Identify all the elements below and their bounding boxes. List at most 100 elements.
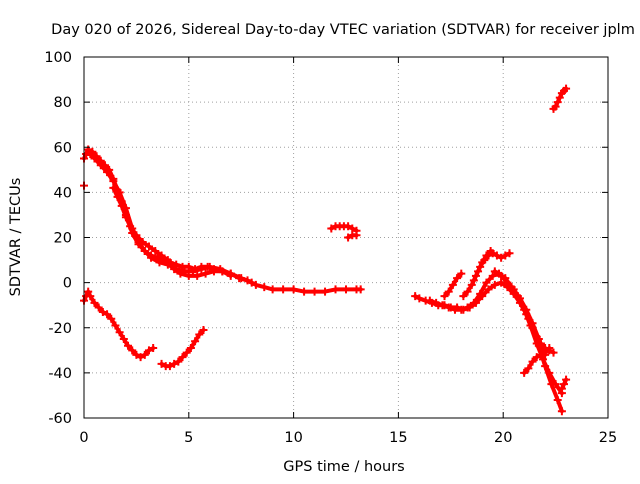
data-series xyxy=(80,84,571,416)
data-point xyxy=(184,271,193,280)
data-point xyxy=(478,258,487,267)
data-point xyxy=(545,346,554,355)
x-tick-label: 10 xyxy=(284,430,302,446)
data-point xyxy=(182,348,191,357)
data-point xyxy=(497,271,506,280)
data-point xyxy=(84,287,93,296)
data-point xyxy=(151,247,160,256)
data-point xyxy=(205,262,214,271)
data-point xyxy=(536,339,545,348)
data-point xyxy=(109,177,118,186)
data-point xyxy=(98,307,107,316)
data-point xyxy=(524,314,533,323)
data-point xyxy=(144,346,153,355)
data-point xyxy=(515,294,524,303)
data-point xyxy=(113,192,122,201)
data-point xyxy=(453,274,462,283)
data-point xyxy=(109,183,118,192)
data-point xyxy=(440,292,449,301)
data-point xyxy=(279,285,288,294)
data-point xyxy=(344,233,353,242)
data-point xyxy=(562,84,571,93)
data-point xyxy=(557,384,566,393)
data-point xyxy=(557,407,566,416)
data-point xyxy=(165,362,174,371)
y-tick-label: 80 xyxy=(54,95,72,111)
data-point xyxy=(132,350,141,359)
data-point xyxy=(476,289,485,298)
x-tick-label: 20 xyxy=(494,430,512,446)
data-point xyxy=(163,256,172,265)
data-point xyxy=(528,357,537,366)
data-point xyxy=(432,298,441,307)
data-point xyxy=(197,265,206,274)
y-tick-label: 100 xyxy=(44,50,72,66)
data-point xyxy=(528,323,537,332)
data-point xyxy=(503,278,512,287)
data-point xyxy=(444,303,453,312)
data-point xyxy=(524,364,533,373)
y-tick-label: -20 xyxy=(48,321,72,337)
data-point xyxy=(448,280,457,289)
data-point xyxy=(260,283,269,292)
data-point xyxy=(488,271,497,280)
data-point xyxy=(147,253,156,262)
data-point xyxy=(545,368,554,377)
data-point xyxy=(474,267,483,276)
data-point xyxy=(501,251,510,260)
data-point xyxy=(331,285,340,294)
data-point xyxy=(103,310,112,319)
data-point xyxy=(562,375,571,384)
y-tick-label: -40 xyxy=(48,366,72,382)
data-point xyxy=(457,305,466,314)
x-tick-label: 15 xyxy=(389,430,407,446)
data-point xyxy=(132,231,141,240)
data-point xyxy=(176,269,185,278)
data-point xyxy=(463,303,472,312)
data-point xyxy=(415,294,424,303)
x-tick-label: 25 xyxy=(599,430,617,446)
data-point xyxy=(411,292,420,301)
series-arc-3 xyxy=(109,183,235,280)
data-point xyxy=(300,287,309,296)
data-point xyxy=(193,271,202,280)
data-point xyxy=(136,353,145,362)
data-point xyxy=(195,330,204,339)
data-point xyxy=(289,285,298,294)
data-point xyxy=(247,278,256,287)
data-point xyxy=(96,161,105,170)
data-point xyxy=(117,201,126,210)
y-axis-label: SDTVAR / TECUs xyxy=(8,178,24,297)
data-point xyxy=(178,353,187,362)
data-point xyxy=(425,296,434,305)
data-point xyxy=(553,395,562,404)
data-point xyxy=(492,251,501,260)
data-point xyxy=(444,287,453,296)
data-point xyxy=(467,280,476,289)
data-point xyxy=(174,357,183,366)
data-point xyxy=(549,348,558,357)
data-point xyxy=(532,353,541,362)
data-point xyxy=(482,278,491,287)
data-point xyxy=(321,287,330,296)
x-tick-label: 0 xyxy=(79,430,88,446)
data-point xyxy=(459,292,468,301)
data-point xyxy=(157,251,166,260)
data-point xyxy=(121,213,130,222)
data-point xyxy=(94,303,103,312)
data-point xyxy=(486,247,495,256)
series-arc-5 xyxy=(157,326,208,371)
series-arc-2 xyxy=(82,150,256,287)
data-point xyxy=(170,359,179,368)
data-point xyxy=(559,380,568,389)
data-point xyxy=(186,344,195,353)
data-point xyxy=(553,98,562,107)
data-point xyxy=(438,301,447,310)
data-point xyxy=(140,350,149,359)
data-point xyxy=(157,359,166,368)
data-point xyxy=(522,305,531,314)
data-point xyxy=(209,267,218,276)
data-point xyxy=(356,285,365,294)
